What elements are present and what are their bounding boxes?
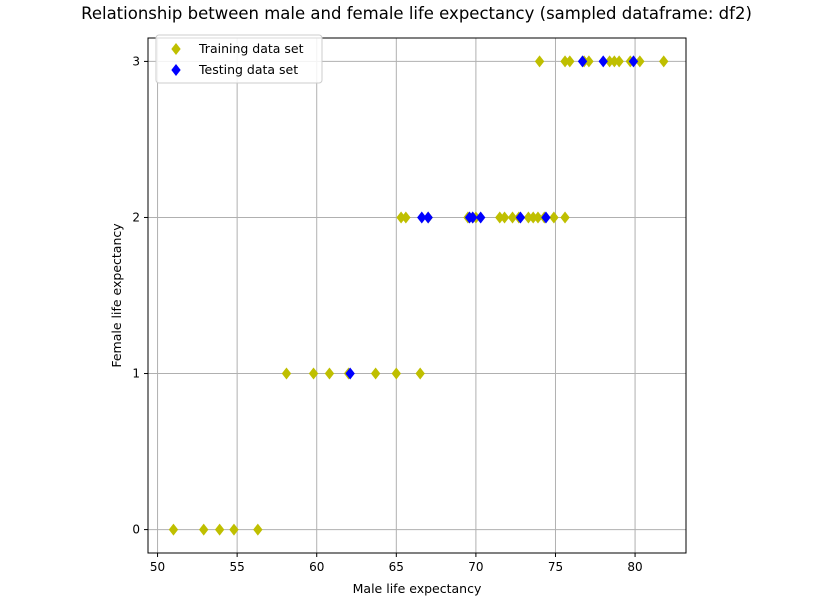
x-tick-label: 70 bbox=[468, 560, 483, 574]
training-point bbox=[528, 211, 538, 224]
training-point bbox=[214, 523, 225, 536]
chart-title: Relationship between male and female lif… bbox=[81, 4, 752, 23]
training-point bbox=[584, 55, 594, 68]
x-tick-label: 60 bbox=[309, 560, 324, 574]
testing-point bbox=[417, 211, 427, 224]
x-axis-label: Male life expectancy bbox=[353, 581, 482, 596]
legend-box bbox=[155, 34, 323, 84]
y-tick-label: 2 bbox=[132, 210, 140, 224]
testing-point bbox=[577, 55, 588, 68]
training-point bbox=[281, 367, 292, 380]
y-axis-label: Female life expectancy bbox=[109, 223, 124, 368]
training-point bbox=[415, 367, 425, 380]
training-point bbox=[560, 211, 570, 224]
training-point bbox=[499, 211, 510, 224]
legend-marker bbox=[171, 43, 181, 55]
training-point bbox=[308, 367, 319, 380]
training-point bbox=[659, 55, 669, 68]
training-point bbox=[229, 523, 239, 536]
training-point bbox=[523, 211, 534, 224]
training-point bbox=[565, 55, 575, 68]
training-point bbox=[199, 523, 209, 536]
training-point bbox=[614, 55, 624, 68]
x-tick-label: 65 bbox=[389, 560, 404, 574]
testing-point bbox=[541, 211, 551, 224]
training-point bbox=[507, 211, 518, 224]
training-point bbox=[168, 523, 179, 536]
training-point bbox=[324, 367, 335, 380]
axes-frame bbox=[147, 37, 687, 554]
x-tick-label: 80 bbox=[627, 560, 642, 574]
testing-point bbox=[475, 211, 486, 224]
training-point bbox=[370, 367, 381, 380]
training-point bbox=[609, 55, 620, 68]
x-tick-label: 55 bbox=[229, 560, 244, 574]
training-point bbox=[533, 211, 543, 224]
training-point bbox=[604, 55, 615, 68]
training-point bbox=[549, 211, 559, 224]
testing-point bbox=[345, 367, 355, 380]
y-tick-label: 1 bbox=[132, 367, 140, 381]
training-point bbox=[253, 523, 263, 536]
training-point bbox=[635, 55, 645, 68]
training-point bbox=[495, 211, 505, 224]
training-point bbox=[396, 211, 406, 224]
training-point bbox=[401, 211, 411, 224]
legend: Training data set Testing data set bbox=[155, 34, 323, 84]
y-tick-label: 3 bbox=[132, 54, 140, 68]
x-tick-label: 75 bbox=[548, 560, 563, 574]
testing-point bbox=[598, 55, 608, 68]
grid-lines bbox=[148, 38, 686, 553]
y-tick-label: 0 bbox=[132, 523, 140, 537]
testing-point bbox=[468, 211, 478, 224]
testing-point bbox=[515, 211, 526, 224]
training-point bbox=[534, 55, 545, 68]
training-point bbox=[391, 367, 401, 380]
data-points bbox=[168, 55, 669, 536]
testing-point bbox=[423, 211, 433, 224]
legend-entry: Training data set bbox=[198, 41, 304, 56]
x-tick-label: 50 bbox=[150, 560, 165, 574]
legend-marker bbox=[171, 64, 181, 76]
axis-ticks: 50 55 60 65 70 75 80 0 1 2 3 bbox=[132, 54, 642, 574]
legend-entry: Testing data set bbox=[198, 62, 298, 77]
testing-point bbox=[628, 55, 639, 68]
training-point bbox=[560, 55, 570, 68]
